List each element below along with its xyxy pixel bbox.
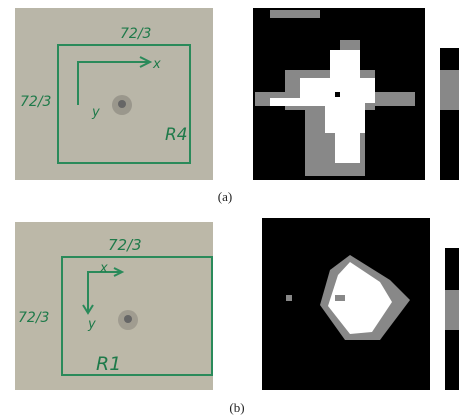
annotation: y [87,317,96,332]
panel-label: (a) [218,189,232,204]
map-a [253,8,459,180]
annotation: 72/3 [18,310,49,326]
annotation: 72/3 [108,236,142,254]
photo-b: 72/3 72/3 x y R1 [15,222,213,390]
map-b [262,218,459,390]
annotation: y [91,105,100,120]
annotation: R1 [96,353,121,375]
annotation: x [99,261,108,276]
annotation: 72/3 [120,26,151,42]
figure: 72/3 72/3 x y R4 (a) 72/3 72/3 x y R1 [0,0,459,419]
annotation: 72/3 [20,94,51,110]
panel-label: (b) [229,400,244,415]
annotation: x [152,57,161,72]
photo-a: 72/3 72/3 x y R4 [15,8,213,180]
annotation: R4 [165,125,188,145]
